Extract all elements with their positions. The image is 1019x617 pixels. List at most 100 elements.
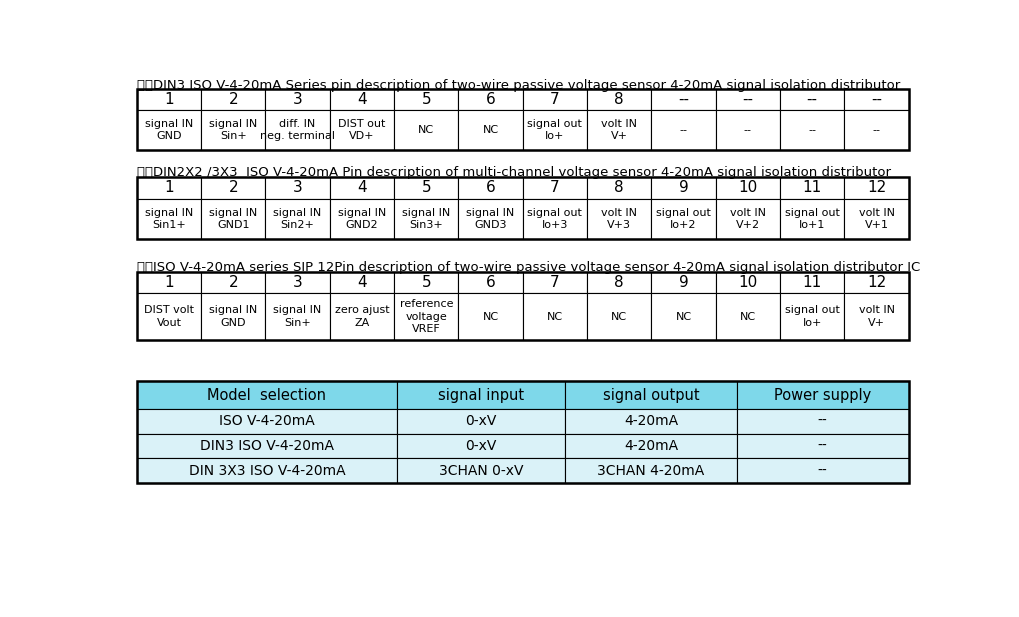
Text: 11: 11 [802, 181, 821, 196]
Text: 4-20mA: 4-20mA [624, 439, 678, 453]
Bar [329, 294, 393, 340]
Text: DIST volt
Vout: DIST volt Vout [144, 305, 194, 328]
Text: signal output: signal output [602, 387, 698, 403]
Text: 8: 8 [613, 275, 624, 290]
Bar [137, 381, 396, 409]
Bar [780, 177, 844, 199]
Bar [265, 294, 329, 340]
Bar [137, 89, 201, 110]
Text: 3: 3 [292, 181, 303, 196]
Text: 0-xV: 0-xV [465, 414, 496, 428]
Bar [329, 110, 393, 151]
Text: 二、DIN2X2 /3X3  ISO V-4-20mA Pin description of multi-channel voltage sensor 4-20: 二、DIN2X2 /3X3 ISO V-4-20mA Pin descripti… [137, 166, 890, 179]
Bar [393, 272, 458, 294]
Text: --: -- [870, 92, 881, 107]
Text: 6: 6 [485, 181, 495, 196]
Text: 11: 11 [802, 275, 821, 290]
Bar [587, 294, 651, 340]
Text: NC: NC [546, 312, 562, 321]
Bar [458, 110, 523, 151]
Text: 1: 1 [164, 275, 173, 290]
Text: signal IN
Sin3+: signal IN Sin3+ [401, 207, 450, 230]
Text: 4: 4 [357, 275, 367, 290]
Text: 5: 5 [421, 275, 431, 290]
Text: zero ajust
ZA: zero ajust ZA [334, 305, 389, 328]
Bar [565, 458, 736, 483]
Bar [844, 199, 908, 239]
Bar [137, 458, 396, 483]
Text: 10: 10 [738, 181, 757, 196]
Text: 9: 9 [678, 181, 688, 196]
Bar [565, 409, 736, 434]
Bar [393, 110, 458, 151]
Text: NC: NC [418, 125, 434, 135]
Text: --: -- [817, 439, 826, 453]
Bar [458, 272, 523, 294]
Bar [393, 199, 458, 239]
Bar [844, 110, 908, 151]
Bar [844, 272, 908, 294]
Text: 12: 12 [866, 181, 886, 196]
Text: volt IN
V+3: volt IN V+3 [600, 207, 637, 230]
Bar [780, 199, 844, 239]
Bar [736, 458, 908, 483]
Text: 7: 7 [549, 275, 559, 290]
Bar [201, 199, 265, 239]
Text: 4: 4 [357, 181, 367, 196]
Text: 4: 4 [357, 92, 367, 107]
Bar [201, 89, 265, 110]
Text: signal IN
GND: signal IN GND [209, 305, 257, 328]
Text: signal input: signal input [437, 387, 524, 403]
Bar [780, 110, 844, 151]
Bar [396, 458, 565, 483]
Text: signal out
Io+: signal out Io+ [784, 305, 839, 328]
Text: 2: 2 [228, 275, 237, 290]
Bar [201, 110, 265, 151]
Bar [651, 294, 715, 340]
Text: 3CHAN 4-20mA: 3CHAN 4-20mA [597, 463, 704, 478]
Text: 5: 5 [421, 181, 431, 196]
Bar [651, 177, 715, 199]
Bar [651, 89, 715, 110]
Bar [715, 272, 780, 294]
Bar [137, 177, 201, 199]
Text: 10: 10 [738, 275, 757, 290]
Bar [265, 110, 329, 151]
Text: NC: NC [610, 312, 627, 321]
Text: DIN3 ISO V-4-20mA: DIN3 ISO V-4-20mA [200, 439, 333, 453]
Text: 3CHAN 0-xV: 3CHAN 0-xV [438, 463, 523, 478]
Bar [587, 177, 651, 199]
Text: volt IN
V+1: volt IN V+1 [858, 207, 894, 230]
Text: 2: 2 [228, 92, 237, 107]
Bar [736, 381, 908, 409]
Text: 3: 3 [292, 92, 303, 107]
Bar [396, 409, 565, 434]
Bar [393, 294, 458, 340]
Text: 5: 5 [421, 92, 431, 107]
Bar [587, 272, 651, 294]
Bar [393, 89, 458, 110]
Text: --: -- [871, 125, 879, 135]
Text: signal IN
Sin+: signal IN Sin+ [273, 305, 321, 328]
Text: 8: 8 [613, 92, 624, 107]
Text: signal out
Io+2: signal out Io+2 [655, 207, 710, 230]
Bar [522, 272, 587, 294]
Text: 8: 8 [613, 181, 624, 196]
Text: diff. IN
neg. terminal: diff. IN neg. terminal [260, 119, 335, 141]
Bar [265, 272, 329, 294]
Text: --: -- [806, 92, 817, 107]
Text: NC: NC [675, 312, 691, 321]
Bar [396, 381, 565, 409]
Text: --: -- [817, 463, 826, 478]
Bar [736, 434, 908, 458]
Bar [137, 294, 201, 340]
Bar [265, 89, 329, 110]
Text: 1: 1 [164, 181, 173, 196]
Text: DIN 3X3 ISO V-4-20mA: DIN 3X3 ISO V-4-20mA [189, 463, 344, 478]
Text: --: -- [743, 125, 751, 135]
Bar [651, 110, 715, 151]
Bar [565, 434, 736, 458]
Bar [780, 272, 844, 294]
Bar [137, 381, 908, 483]
Text: --: -- [742, 92, 753, 107]
